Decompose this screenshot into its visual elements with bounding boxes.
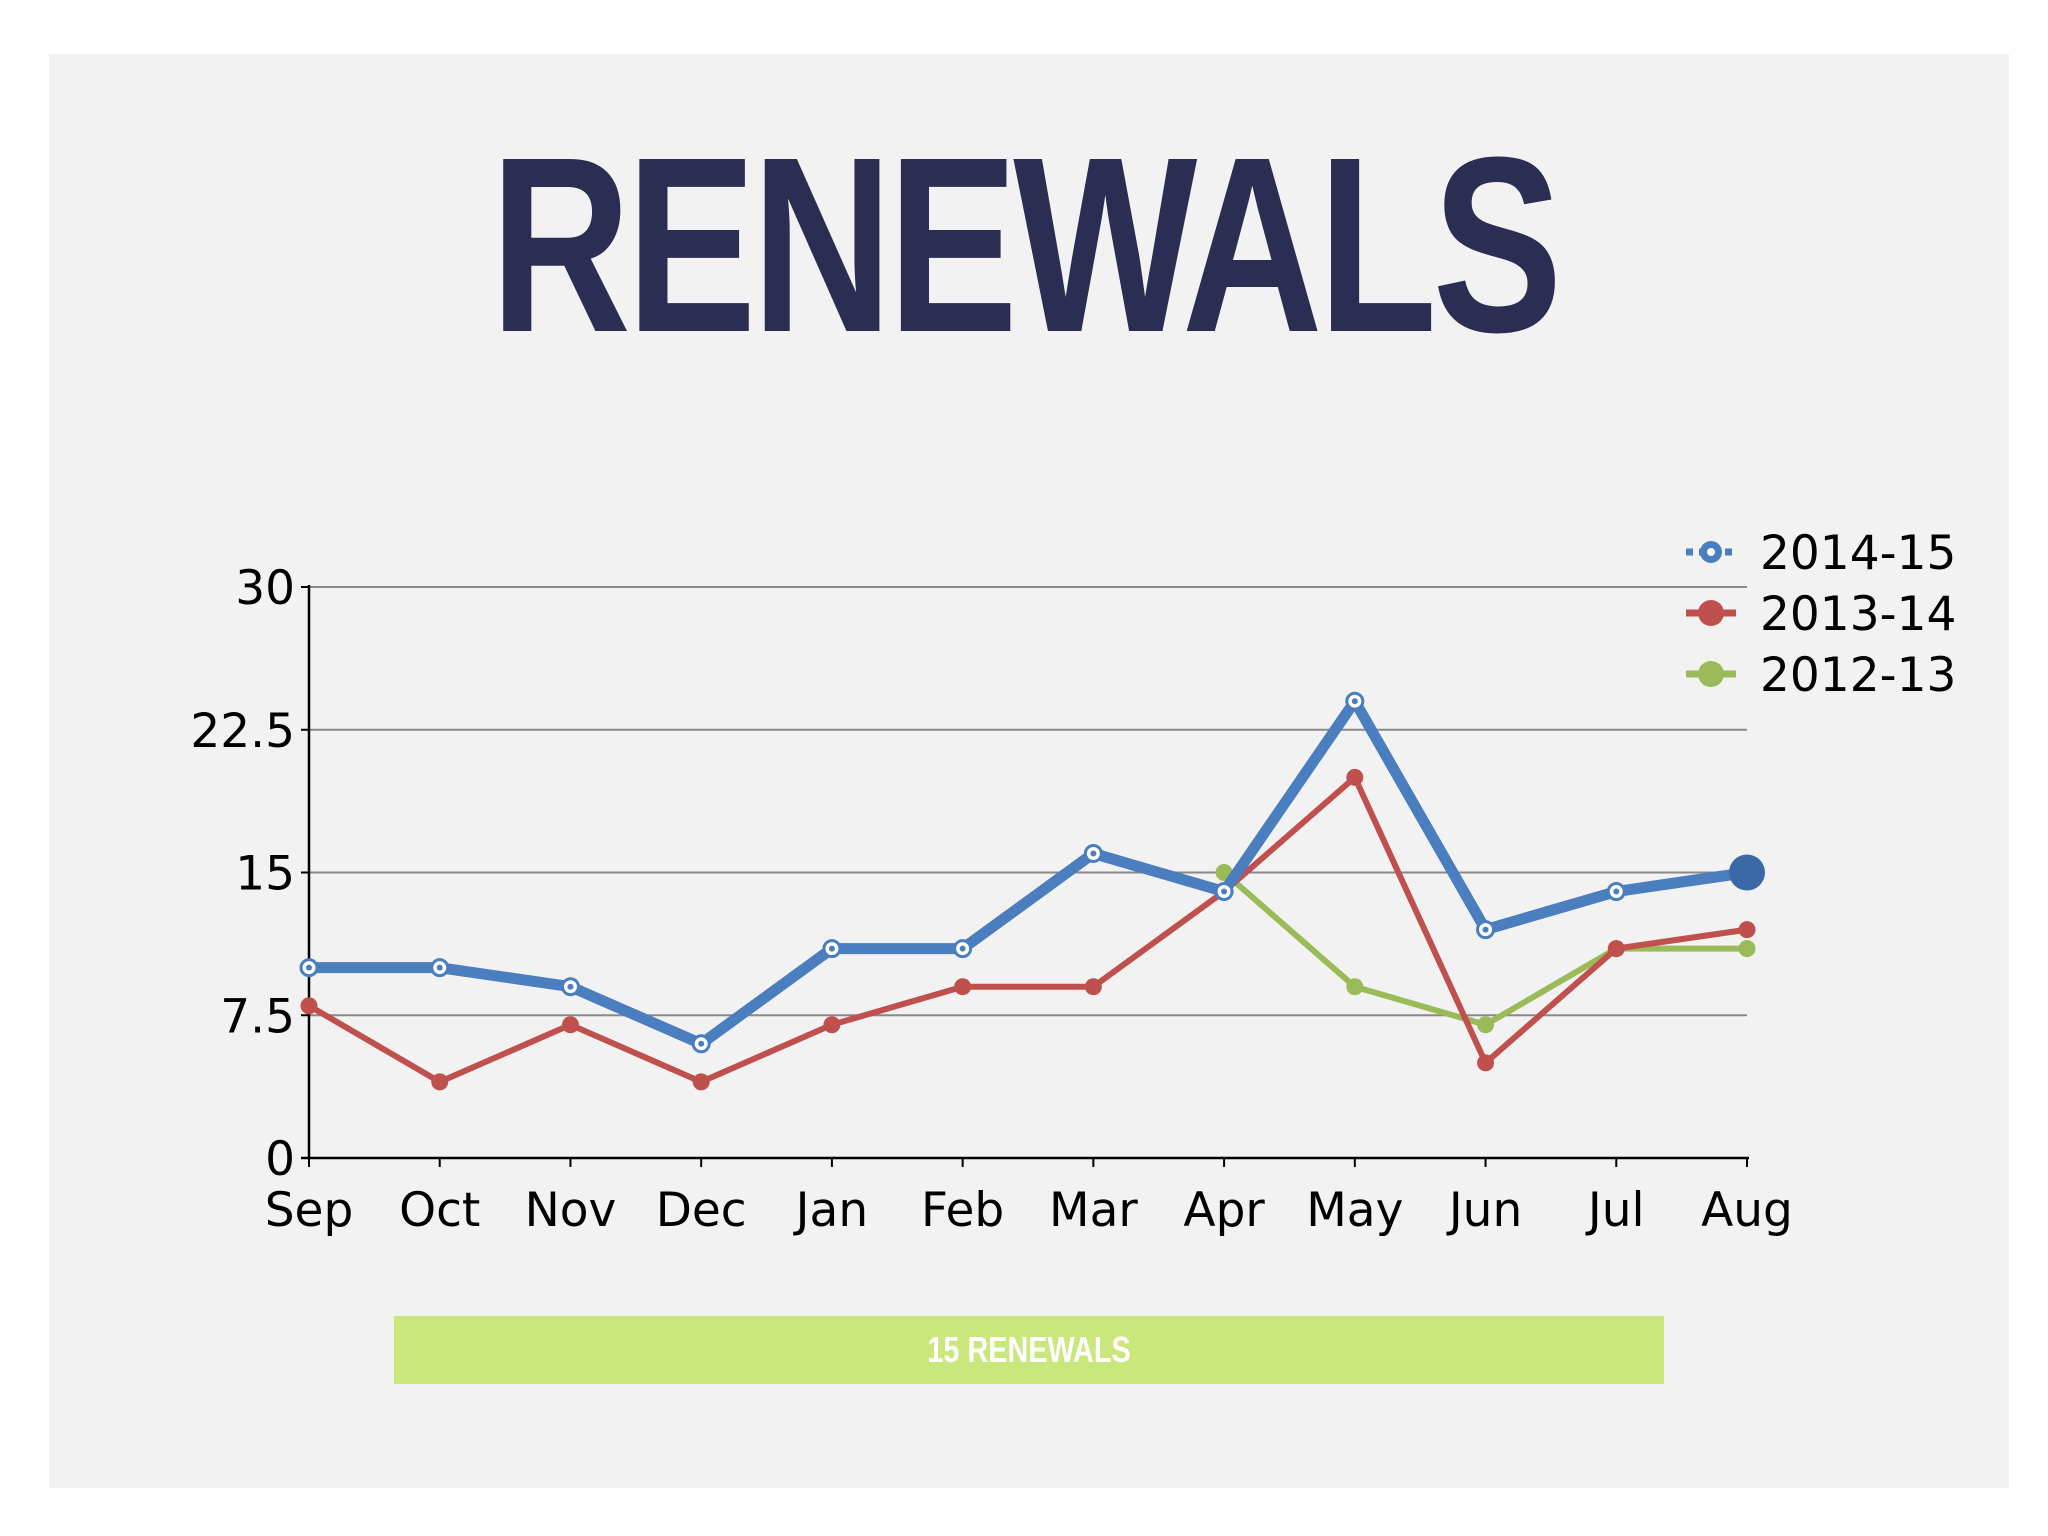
data-point xyxy=(692,1073,710,1091)
chart-legend: 2014-15 2013-14 2012-13 xyxy=(1686,526,1956,703)
data-point xyxy=(1729,854,1765,891)
x-tick-label: Mar xyxy=(1049,1183,1138,1238)
data-point-center xyxy=(306,964,312,971)
data-point xyxy=(1607,940,1625,958)
legend-marker xyxy=(1698,661,1724,687)
data-point xyxy=(1477,1054,1495,1072)
slide-background xyxy=(49,54,2009,1488)
banner-label: 15 RENEWALS xyxy=(927,1329,1131,1370)
x-tick-label: Nov xyxy=(525,1183,617,1238)
x-tick-label: Jan xyxy=(793,1183,868,1238)
data-point-center xyxy=(959,945,966,952)
data-point xyxy=(300,997,318,1015)
y-axis-tick-labels: 0 7.5 15 22.5 30 xyxy=(190,561,295,1187)
legend-label: 2013-14 xyxy=(1760,587,1956,642)
grid-lines xyxy=(309,586,1747,1017)
renewals-banner: 15 RENEWALS xyxy=(394,1316,1664,1384)
x-tick-label: May xyxy=(1306,1183,1403,1238)
page-title: RENEWALS xyxy=(490,105,1562,384)
x-tick-label: Oct xyxy=(399,1183,480,1238)
data-point xyxy=(1738,940,1756,958)
data-point xyxy=(1346,768,1364,786)
x-axis-tick-labels: Sep Oct Nov Dec Jan Feb Mar Apr May Jun Jul Aug xyxy=(265,1183,1793,1238)
data-point-center xyxy=(828,945,835,952)
x-tick-label: Jul xyxy=(1585,1183,1645,1238)
data-point xyxy=(561,1016,579,1034)
series-line-2012-13 xyxy=(1221,869,1750,1028)
x-tick-label: Dec xyxy=(656,1183,747,1238)
data-point-center xyxy=(1221,888,1228,895)
y-tick-label: 7.5 xyxy=(220,989,295,1044)
x-tick-label: Jun xyxy=(1446,1183,1522,1238)
data-point-center xyxy=(567,983,574,990)
data-point-center xyxy=(1482,926,1489,933)
y-tick-label: 22.5 xyxy=(190,704,295,759)
data-point-center xyxy=(1613,888,1620,895)
chart-axes xyxy=(301,585,1749,1167)
data-point xyxy=(1346,978,1364,996)
x-tick-label: Feb xyxy=(921,1183,1004,1238)
y-tick-label: 30 xyxy=(235,561,295,616)
data-point-center xyxy=(436,964,443,971)
series-line-2014-15 xyxy=(303,695,1753,1050)
data-point-center xyxy=(1351,698,1358,705)
data-point xyxy=(1477,1016,1495,1034)
data-point-center xyxy=(698,1040,705,1047)
data-point xyxy=(1084,978,1102,996)
series-line-2013-14 xyxy=(306,774,1750,1085)
legend-marker xyxy=(1698,600,1724,626)
data-point xyxy=(823,1016,841,1034)
x-tick-label: Aug xyxy=(1701,1183,1793,1238)
data-point xyxy=(431,1073,449,1091)
y-tick-label: 15 xyxy=(235,847,295,902)
legend-marker-center xyxy=(1707,548,1715,556)
chart-series xyxy=(299,691,1765,1091)
data-point xyxy=(1738,921,1756,939)
data-point-center xyxy=(1090,850,1097,857)
legend-label: 2012-13 xyxy=(1760,648,1956,703)
legend-label: 2014-15 xyxy=(1760,526,1956,581)
x-tick-label: Apr xyxy=(1183,1183,1265,1238)
y-tick-label: 0 xyxy=(265,1132,295,1187)
data-point xyxy=(954,978,972,996)
x-tick-label: Sep xyxy=(265,1183,354,1238)
